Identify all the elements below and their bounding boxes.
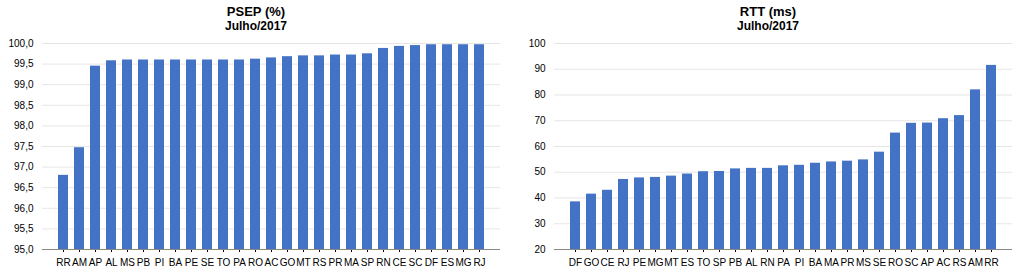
svg-text:DF: DF (425, 257, 438, 268)
html-text:Julho/2017: Julho/2017 (225, 19, 287, 33)
svg-text:CE: CE (393, 257, 407, 268)
svg-text:SP: SP (713, 257, 727, 268)
svg-text:GO: GO (584, 257, 600, 268)
svg-text:AP: AP (89, 257, 103, 268)
svg-text:PB: PB (729, 257, 743, 268)
svg-text:AM: AM (968, 257, 983, 268)
svg-text:PI: PI (155, 257, 164, 268)
svg-text:AP: AP (921, 257, 935, 268)
svg-text:PE: PE (633, 257, 647, 268)
svg-text:90: 90 (534, 63, 546, 74)
svg-text:AL: AL (105, 257, 118, 268)
svg-text:20: 20 (534, 244, 546, 255)
svg-text:99,0: 99,0 (14, 79, 34, 90)
svg-text:MG: MG (455, 257, 471, 268)
svg-text:BA: BA (169, 257, 183, 268)
svg-text:CE: CE (601, 257, 615, 268)
svg-text:PB: PB (137, 257, 151, 268)
svg-text:ES: ES (441, 257, 455, 268)
svg-text:60: 60 (534, 141, 546, 152)
svg-text:96,0: 96,0 (14, 203, 34, 214)
svg-text:DF: DF (569, 257, 582, 268)
svg-text:AC: AC (937, 257, 951, 268)
svg-text:TO: TO (217, 257, 231, 268)
svg-text:97,0: 97,0 (14, 161, 34, 172)
svg-text:100,0: 100,0 (8, 38, 33, 49)
svg-text:96,5: 96,5 (14, 182, 34, 193)
svg-text:30: 30 (534, 218, 546, 229)
svg-text:RR: RR (56, 257, 70, 268)
svg-text:RJ: RJ (617, 257, 629, 268)
svg-text:MG: MG (647, 257, 663, 268)
svg-text:80: 80 (534, 89, 546, 100)
svg-text:PR: PR (329, 257, 343, 268)
html-text:PSEP (%): PSEP (%) (226, 4, 286, 19)
svg-text:SC: SC (409, 257, 423, 268)
svg-text:PR: PR (841, 257, 855, 268)
svg-text:50: 50 (534, 166, 546, 177)
svg-text:SE: SE (873, 257, 887, 268)
svg-text:98,5: 98,5 (14, 100, 34, 111)
svg-text:AL: AL (745, 257, 758, 268)
svg-text:98,0: 98,0 (14, 120, 34, 131)
svg-text:AM: AM (72, 257, 87, 268)
svg-text:GO: GO (280, 257, 296, 268)
svg-text:RJ: RJ (473, 257, 485, 268)
svg-text:TO: TO (697, 257, 711, 268)
svg-text:RN: RN (760, 257, 774, 268)
svg-text:AC: AC (265, 257, 279, 268)
html-text:Julho/2017: Julho/2017 (737, 19, 799, 33)
svg-text:100: 100 (529, 38, 546, 49)
svg-text:40: 40 (534, 192, 546, 203)
svg-text:MS: MS (856, 257, 871, 268)
svg-text:PE: PE (185, 257, 199, 268)
svg-text:SE: SE (201, 257, 215, 268)
svg-text:MS: MS (120, 257, 135, 268)
svg-text:MT: MT (664, 257, 678, 268)
svg-text:RR: RR (984, 257, 998, 268)
svg-text:PI: PI (795, 257, 804, 268)
svg-text:ES: ES (681, 257, 695, 268)
svg-text:95,5: 95,5 (14, 223, 34, 234)
svg-text:RS: RS (953, 257, 967, 268)
svg-text:SP: SP (361, 257, 375, 268)
svg-text:MT: MT (296, 257, 310, 268)
svg-text:PA: PA (233, 257, 246, 268)
svg-text:RO: RO (888, 257, 903, 268)
svg-text:70: 70 (534, 115, 546, 126)
svg-text:RN: RN (376, 257, 390, 268)
svg-text:RO: RO (248, 257, 263, 268)
svg-text:PA: PA (777, 257, 790, 268)
svg-text:97,5: 97,5 (14, 141, 34, 152)
svg-text:BA: BA (809, 257, 823, 268)
svg-text:99,5: 99,5 (14, 58, 34, 69)
svg-text:RS: RS (313, 257, 327, 268)
svg-text:95,0: 95,0 (14, 244, 34, 255)
html-text:RTT (ms): RTT (ms) (739, 4, 797, 19)
svg-text:SC: SC (905, 257, 919, 268)
svg-text:MA: MA (344, 257, 359, 268)
svg-text:MA: MA (824, 257, 839, 268)
